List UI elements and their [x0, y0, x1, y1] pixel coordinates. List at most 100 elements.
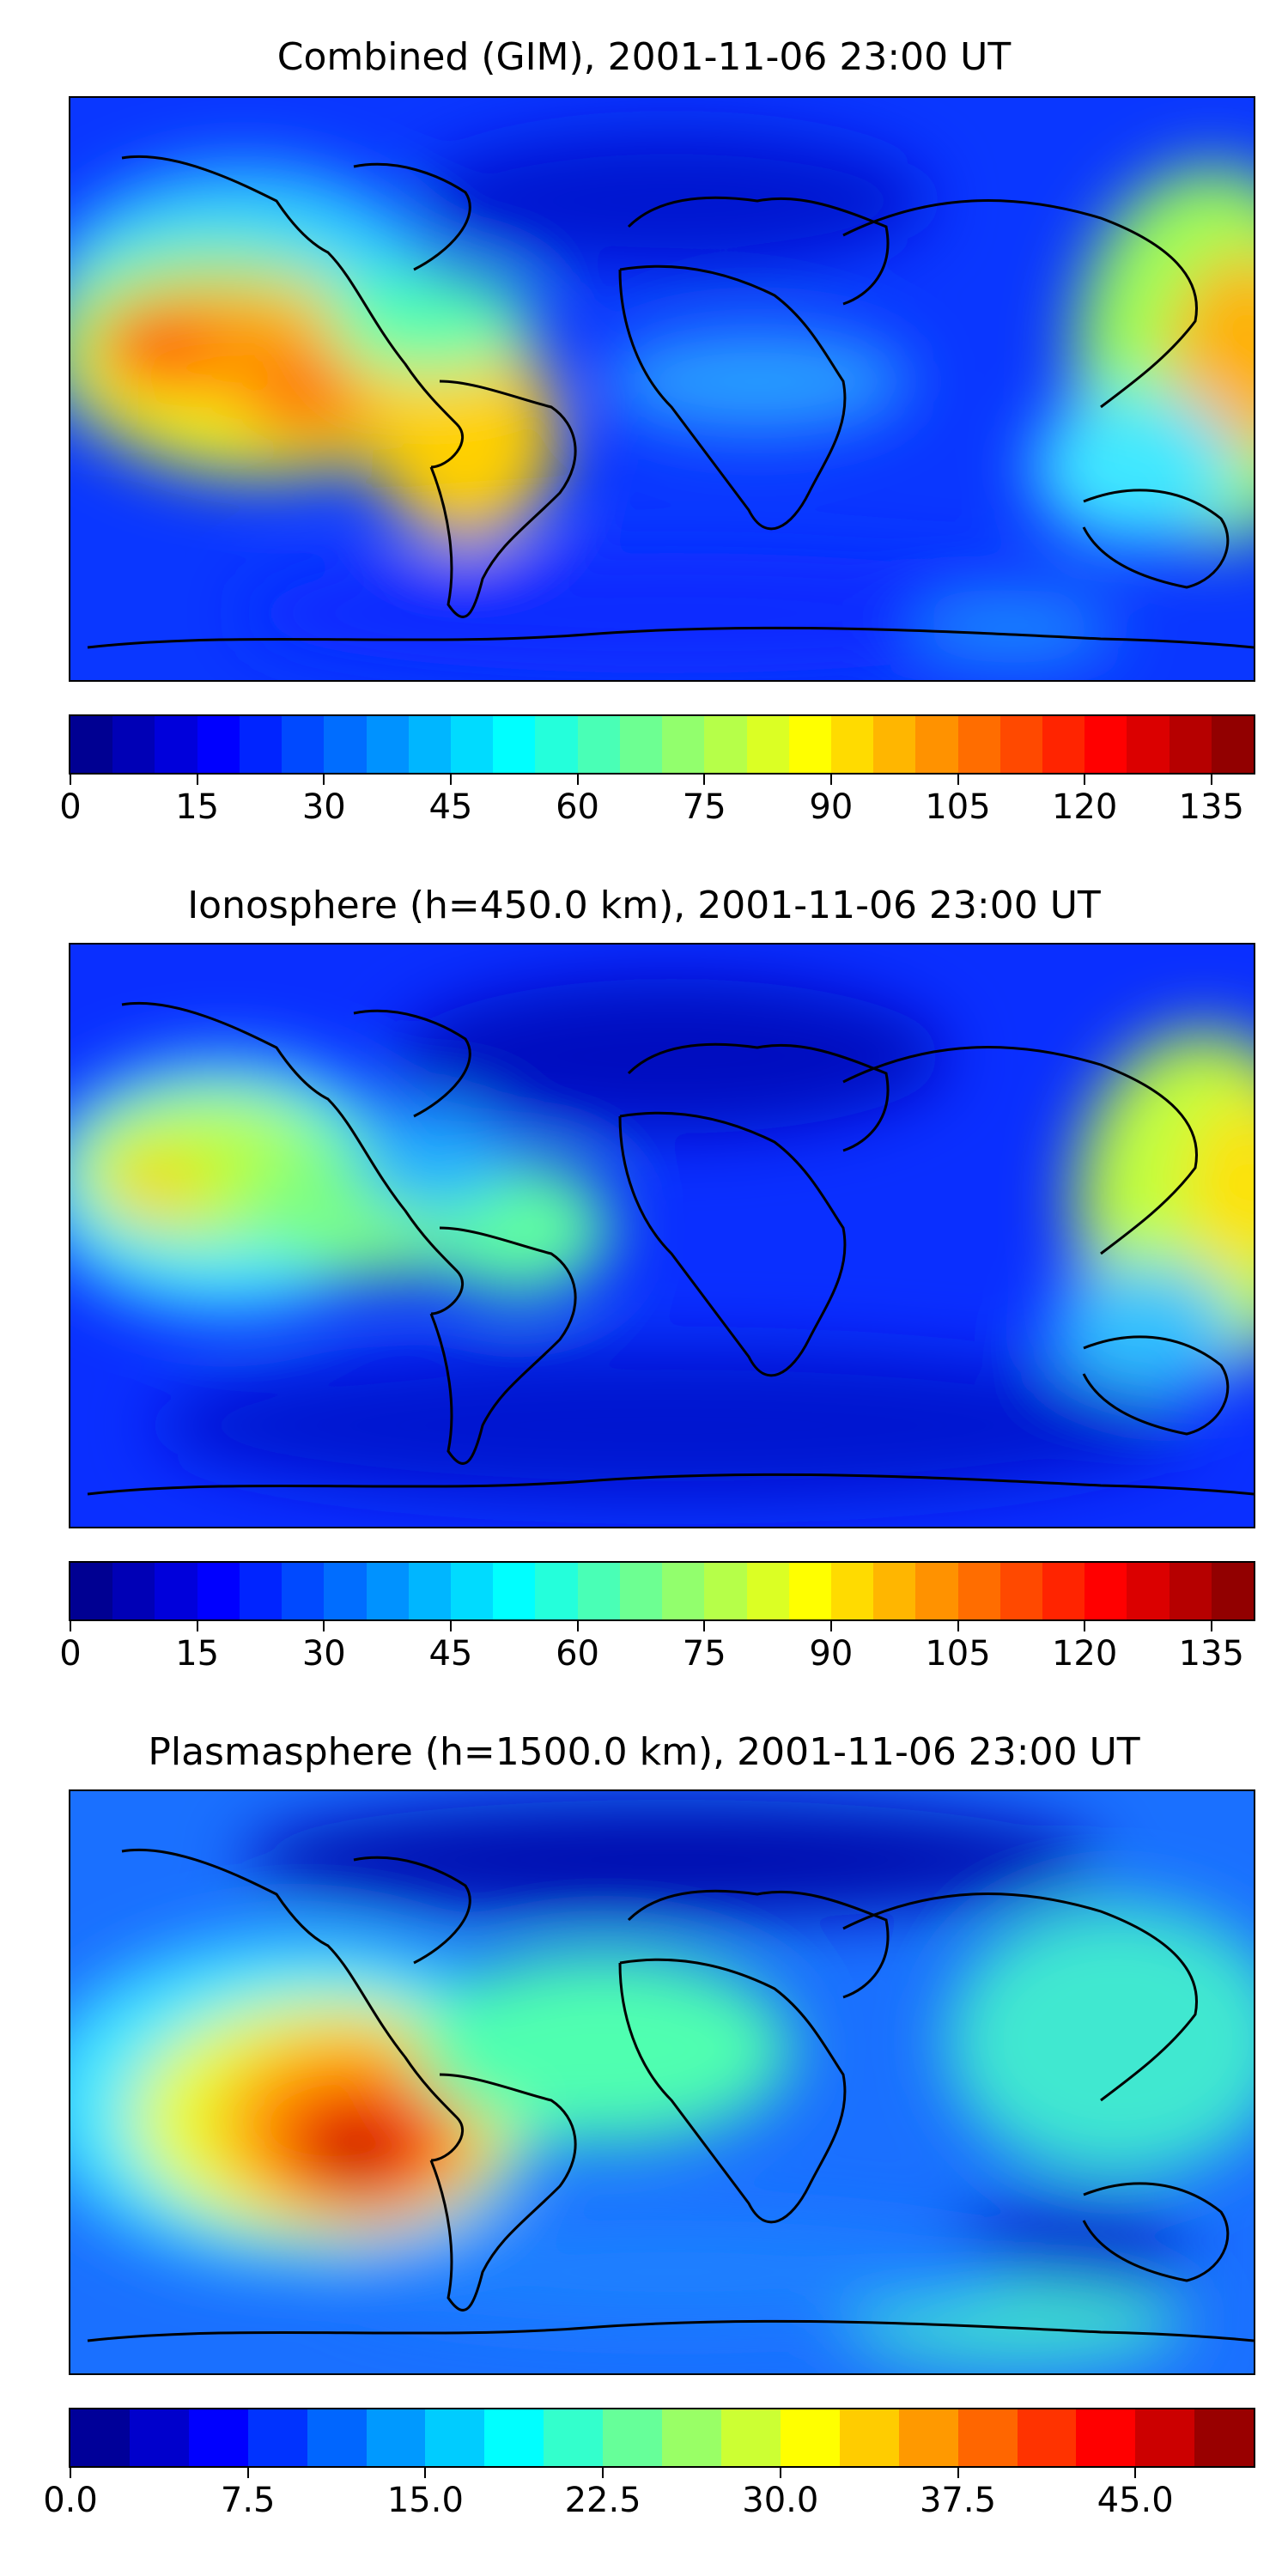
colorbar-ticks-combined: 0 15 30 45 60 75 90 105 120 135	[59, 775, 1254, 827]
tick-mark	[703, 775, 706, 785]
colorbar-segment	[577, 1563, 620, 1619]
tick-label: 90	[809, 1634, 854, 1674]
tick-label: 135	[1178, 1634, 1244, 1674]
tick-mark	[576, 1621, 579, 1631]
colorbar-segment	[704, 1563, 747, 1619]
colorbar-segment	[239, 1563, 283, 1619]
tick-mark	[602, 2468, 605, 2478]
tick-mark	[957, 1621, 959, 1631]
colorbar-segment	[1211, 1563, 1255, 1619]
colorbar-segment	[1127, 1563, 1170, 1619]
colorbar-segment	[307, 2409, 367, 2466]
tick-label: 30	[301, 1634, 346, 1674]
colorbar-segment	[450, 1563, 494, 1619]
tick-label: 0.0	[43, 2481, 98, 2520]
tick-label: 120	[1051, 1634, 1118, 1674]
colorbar-segment	[603, 2409, 663, 2466]
colorbar-segment	[535, 716, 578, 773]
tick-mark	[779, 2468, 781, 2478]
colorbar-segment	[662, 2409, 721, 2466]
tick-label: 37.5	[919, 2481, 997, 2520]
colorbar-segment	[129, 2409, 189, 2466]
tick-label: 90	[809, 787, 854, 827]
colorbar-segment	[70, 716, 113, 773]
colorbar-segment	[197, 1563, 240, 1619]
map-ionosphere	[69, 943, 1255, 1528]
colorbar-ticks-plasmasphere: 0.0 7.5 15.0 22.5 30.0 37.5 45.0	[43, 2468, 1254, 2520]
tick-label: 60	[556, 787, 600, 827]
tick-mark	[323, 1621, 325, 1631]
tick-mark	[449, 775, 452, 785]
colorbar-segment	[366, 2409, 426, 2466]
tick-mark	[70, 2468, 71, 2478]
colorbar-segment	[155, 716, 197, 773]
colorbar-segment	[239, 716, 283, 773]
colorbar-segment	[70, 2409, 130, 2466]
colorbar-segment	[788, 1563, 831, 1619]
colorbar-segment	[493, 716, 536, 773]
tick-label: 15	[175, 1634, 220, 1674]
colorbar-segment	[1084, 1563, 1127, 1619]
tec-map-plasmasphere	[70, 1791, 1254, 2373]
tick-label: 135	[1178, 787, 1244, 827]
tick-mark	[829, 775, 832, 785]
colorbar-segment	[873, 716, 916, 773]
tec-map-combined	[70, 98, 1254, 680]
tick-mark	[1134, 2468, 1137, 2478]
tick-label: 75	[682, 1634, 726, 1674]
tick-mark	[957, 775, 959, 785]
tec-map-ionosphere	[70, 945, 1254, 1527]
colorbar-segment	[1042, 716, 1085, 773]
colorbar-segment	[957, 716, 1000, 773]
colorbar-plasmasphere	[69, 2408, 1255, 2468]
colorbar-segment	[188, 2409, 248, 2466]
colorbar-segment	[282, 716, 325, 773]
colorbar-segment	[704, 716, 747, 773]
colorbar-segment	[282, 1563, 325, 1619]
colorbar-segment	[1017, 2409, 1077, 2466]
tick-mark	[1210, 1621, 1212, 1631]
colorbar-segment	[493, 1563, 536, 1619]
tick-mark	[70, 775, 71, 785]
colorbar-segment	[1194, 2409, 1255, 2466]
tick-mark	[449, 1621, 452, 1631]
colorbar-segment	[957, 1563, 1000, 1619]
colorbar-segment	[324, 1563, 367, 1619]
colorbar-segment	[324, 716, 367, 773]
colorbar-ticks-ionosphere: 0 15 30 45 60 75 90 105 120 135	[59, 1621, 1254, 1674]
panel-title-ionosphere: Ionosphere (h=450.0 km), 2001-11-06 23:0…	[187, 884, 1101, 927]
colorbar-segment	[544, 2409, 604, 2466]
colorbar-segment	[720, 2409, 781, 2466]
colorbar-segment	[746, 1563, 789, 1619]
colorbar-segment	[535, 1563, 578, 1619]
panel-title-plasmasphere: Plasmasphere (h=1500.0 km), 2001-11-06 2…	[148, 1730, 1140, 1774]
tick-mark	[576, 775, 579, 785]
colorbar-segment	[247, 2409, 307, 2466]
colorbar-segment	[662, 1563, 705, 1619]
tick-mark	[829, 1621, 832, 1631]
colorbar-ionosphere	[69, 1561, 1255, 1621]
tick-label: 105	[925, 787, 991, 827]
colorbar-segment	[484, 2409, 544, 2466]
colorbar-segment	[830, 1563, 874, 1619]
colorbar-segment	[112, 1563, 155, 1619]
colorbar-segment	[999, 1563, 1043, 1619]
tick-label: 45	[428, 787, 473, 827]
tick-label: 22.5	[564, 2481, 641, 2520]
colorbar-segment	[408, 1563, 451, 1619]
tick-mark	[323, 775, 325, 785]
colorbar-segment	[839, 2409, 899, 2466]
tick-label: 7.5	[220, 2481, 276, 2520]
colorbar-segment	[450, 716, 494, 773]
colorbar-segment	[577, 716, 620, 773]
colorbar-segment	[1084, 716, 1127, 773]
map-plasmasphere	[69, 1789, 1255, 2375]
tick-label: 15.0	[386, 2481, 464, 2520]
colorbar-segment	[366, 1563, 409, 1619]
colorbar-segment	[1127, 716, 1170, 773]
tick-mark	[424, 2468, 427, 2478]
colorbar-segment	[957, 2409, 1018, 2466]
colorbar-segment	[1135, 2409, 1195, 2466]
colorbar-segment	[780, 2409, 840, 2466]
tick-label: 15	[175, 787, 220, 827]
